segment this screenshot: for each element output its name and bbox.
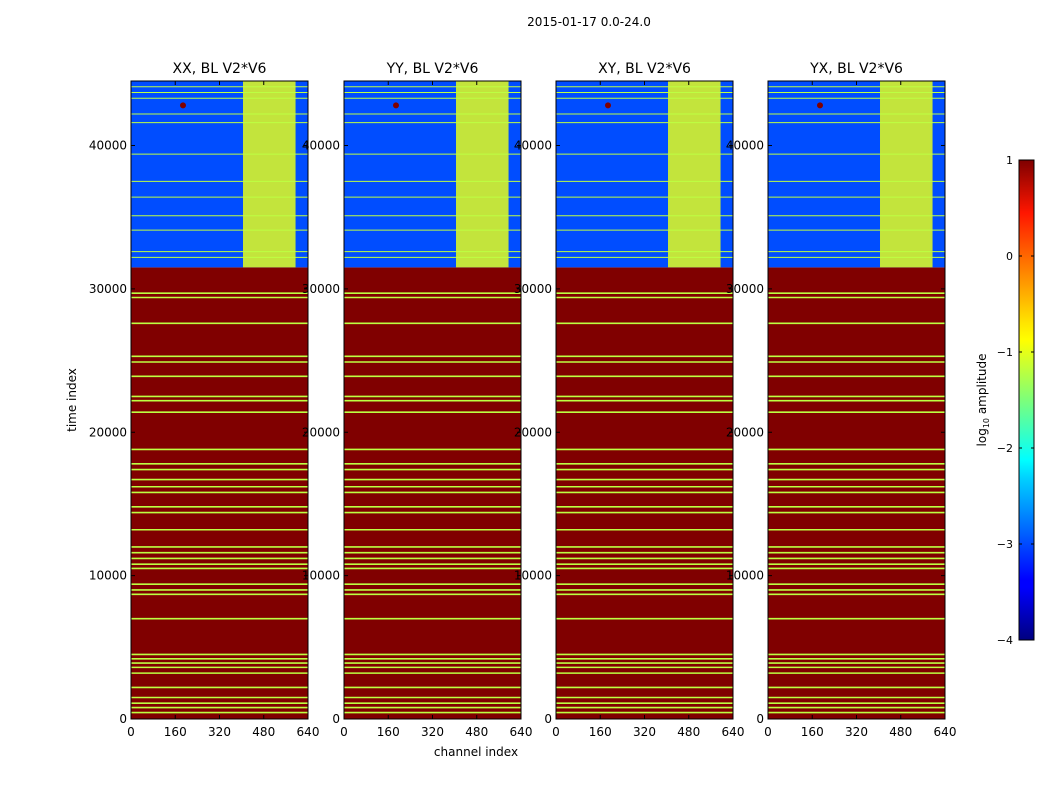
y-tick-label: 20000: [514, 425, 552, 439]
colorbar-label-base: log: [975, 428, 989, 446]
x-tick-label: 320: [421, 725, 444, 739]
rfi-hotspot: [179, 102, 186, 109]
y-tick-label: 0: [756, 712, 764, 726]
colorbar-tick-label: −2: [997, 442, 1013, 455]
x-tick-label: 640: [934, 725, 957, 739]
colorbar: 1 0 −1 −2 −3 −4: [997, 154, 1035, 647]
y-tick-label: 30000: [514, 282, 552, 296]
x-tick-label: 160: [589, 725, 612, 739]
x-tick-label: 320: [633, 725, 656, 739]
x-tick-label: 640: [510, 725, 533, 739]
colorbar-tick-label: −1: [997, 346, 1013, 359]
y-tick-label: 40000: [89, 139, 127, 153]
colorbar-gradient: [1018, 159, 1035, 641]
rfi-hotspot: [816, 102, 823, 109]
colorbar-tick-label: 1: [1006, 154, 1013, 167]
y-tick-label: 40000: [514, 139, 552, 153]
colorbar-label-rest: amplitude: [975, 354, 989, 418]
x-tick-label: 480: [465, 725, 488, 739]
y-tick-label: 40000: [726, 139, 764, 153]
x-tick-label: 320: [845, 725, 868, 739]
y-tick-label: 10000: [726, 569, 764, 583]
panel-yy: YY, BL V2*V6 0 160 320 480 640 0 10000 20000 3000…: [302, 61, 533, 739]
rfi-hotspot: [392, 102, 399, 109]
colorbar-tick-label: −3: [997, 538, 1013, 551]
panel-yx: YX, BL V2*V6 0 160 320 480 640 0 10000 20000 3000…: [726, 61, 957, 739]
x-tick-label: 0: [340, 725, 348, 739]
panel-xx: XX, BL V2*V6 0 160 320 480 640 0 10000 20000 3000…: [89, 61, 320, 739]
y-tick-label: 40000: [302, 139, 340, 153]
y-axis-label: time index: [65, 368, 79, 432]
colorbar-label-sub: 10: [982, 418, 991, 428]
y-tick-label: 10000: [514, 569, 552, 583]
x-tick-label: 320: [208, 725, 231, 739]
panel-title: XX, BL V2*V6: [173, 61, 267, 77]
y-tick-label: 0: [544, 712, 552, 726]
panels-group: XX, BL V2*V6 0 160 320 480 640 0 10000 20000 3000…: [89, 61, 957, 739]
colorbar-label: log10 amplitude: [975, 354, 991, 447]
rfi-hotspot: [604, 102, 611, 109]
panel-xy: XY, BL V2*V6 0 160 320 480 640 0 10000 20000 3000…: [514, 61, 745, 739]
panel-title: XY, BL V2*V6: [598, 61, 691, 77]
y-tick-label: 0: [119, 712, 127, 726]
colorbar-tick-label: −4: [997, 634, 1013, 647]
x-tick-label: 480: [677, 725, 700, 739]
x-tick-label: 480: [252, 725, 275, 739]
x-tick-label: 640: [297, 725, 320, 739]
y-tick-label: 30000: [89, 282, 127, 296]
y-tick-label: 20000: [302, 425, 340, 439]
y-tick-label: 30000: [302, 282, 340, 296]
x-tick-label: 640: [722, 725, 745, 739]
figure-suptitle: 2015-01-17 0.0-24.0: [527, 15, 651, 29]
y-tick-label: 10000: [302, 569, 340, 583]
panel-title: YY, BL V2*V6: [386, 61, 479, 77]
rfi-band: [880, 81, 933, 268]
x-tick-label: 0: [127, 725, 135, 739]
x-tick-label: 160: [377, 725, 400, 739]
panel-title: YX, BL V2*V6: [809, 61, 903, 77]
y-tick-label: 0: [332, 712, 340, 726]
x-axis-label: channel index: [434, 745, 518, 759]
y-tick-label: 20000: [89, 425, 127, 439]
rfi-band: [668, 81, 721, 268]
colorbar-tick-label: 0: [1006, 250, 1013, 263]
x-tick-label: 0: [764, 725, 772, 739]
y-tick-label: 30000: [726, 282, 764, 296]
x-tick-label: 480: [889, 725, 912, 739]
x-tick-label: 0: [552, 725, 560, 739]
rfi-band: [456, 81, 509, 268]
x-tick-label: 160: [801, 725, 824, 739]
y-tick-label: 20000: [726, 425, 764, 439]
x-tick-label: 160: [164, 725, 187, 739]
y-tick-label: 10000: [89, 569, 127, 583]
rfi-band: [243, 81, 296, 268]
